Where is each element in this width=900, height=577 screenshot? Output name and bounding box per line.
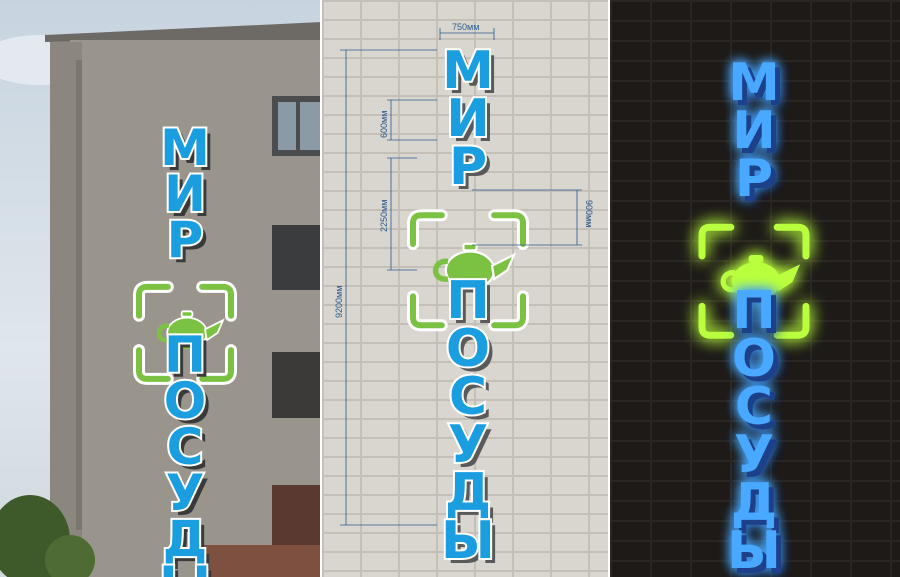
sign-letter-shadow: Ы [446, 516, 500, 576]
sign-letter-shadow: Д [736, 478, 782, 538]
sign-letter-shadow: М [733, 58, 785, 118]
sign-letter-shadow: Ы [732, 526, 786, 577]
sign-letter: И [732, 101, 776, 161]
sign-letter-shadow: Р [740, 154, 778, 214]
sign-letter-shadow: П [451, 276, 495, 336]
sign-letter: Д [163, 510, 208, 568]
sign-letter-shadow: И [737, 106, 781, 166]
dim-total-height: 9200мм [334, 286, 344, 318]
sign-letter-shadow: С [454, 372, 492, 432]
teapot-icon [156, 310, 225, 350]
sign-letter: Р [449, 137, 487, 197]
sign-letter: П [164, 326, 206, 384]
sign-letter-shadow: У [739, 430, 779, 490]
sign-letter: Д [445, 463, 491, 523]
sign-letter: О [446, 319, 490, 379]
sign-letter-shadow: Д [168, 515, 213, 573]
sign-letter-shadow: Д [450, 468, 496, 528]
frame-brackets [133, 280, 237, 385]
sign-letter-shadow: У [171, 469, 210, 527]
roof [45, 22, 322, 42]
sign-letter: П [732, 281, 776, 341]
sign-letter-shadow: Ы [164, 561, 216, 577]
sign-letter-shadow: С [740, 382, 778, 442]
window [272, 352, 322, 418]
window [272, 485, 322, 545]
sign-letter: М [160, 119, 210, 177]
sign-letter-shadow: И [169, 170, 211, 228]
sign-letter: Д [731, 473, 777, 533]
teapot-icon [720, 254, 801, 301]
sign-letter: Р [735, 149, 773, 209]
sign-letter: С [735, 377, 773, 437]
sign-letter: Р [167, 211, 204, 269]
dim-letter-height: 600мм [379, 111, 389, 138]
sign-letter-shadow: И [451, 94, 495, 154]
teapot-icon [432, 242, 517, 291]
sign-letter: О [732, 329, 776, 389]
sign-letter: П [446, 271, 490, 331]
sign-letter-shadow: Р [172, 216, 209, 274]
sign-letter: И [446, 89, 490, 149]
sign-letter-shadow: У [453, 420, 493, 480]
sign-letter: Ы [727, 521, 781, 577]
sign-letter-shadow: О [451, 324, 495, 384]
sign-letter-shadow: О [737, 334, 781, 394]
sign-letter-shadow: Р [454, 142, 492, 202]
sign-letter: М [728, 53, 780, 113]
frame-brackets [698, 223, 810, 339]
sign-letter-shadow: О [169, 377, 212, 435]
dim-frame-height: 2250мм [379, 200, 389, 232]
frame-brackets [407, 209, 529, 332]
sign-letter: И [164, 165, 206, 223]
sign-letter: У [448, 415, 488, 475]
sign-letter-shadow: П [169, 331, 211, 389]
sign-letter: О [164, 372, 207, 430]
sign-letter: С [449, 367, 487, 427]
sign-letter: Ы [441, 511, 495, 571]
dim-width: 750мм [452, 22, 479, 32]
sign-letter: У [734, 425, 774, 485]
sign-letter: С [167, 418, 204, 476]
dim-teapot-height: 900мм [584, 200, 594, 227]
sign-letter-shadow: М [447, 46, 499, 106]
sign-letter-shadow: П [737, 286, 781, 346]
sign-letter: М [442, 41, 494, 101]
window [272, 225, 322, 290]
sign-letter: Ы [159, 556, 211, 577]
sign-letter: У [166, 464, 205, 522]
sign-letter-shadow: М [165, 124, 215, 182]
sign-letter-shadow: С [172, 423, 209, 481]
